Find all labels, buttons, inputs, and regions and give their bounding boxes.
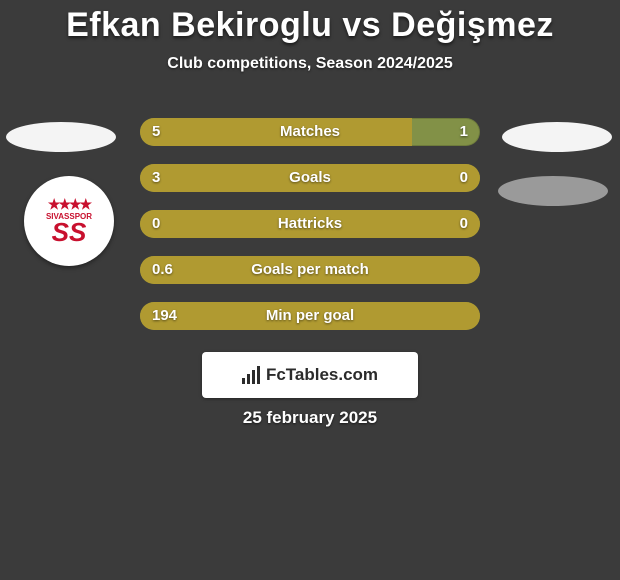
stat-right-value: 0 <box>460 210 468 238</box>
stat-right-value: 0 <box>460 164 468 192</box>
site-label: FcTables.com <box>266 365 378 385</box>
stat-label: Matches <box>140 118 480 146</box>
stat-bar: 0Hattricks0 <box>140 210 480 238</box>
site-logo-icon <box>242 366 260 384</box>
stat-label: Goals per match <box>140 256 480 284</box>
comparison-card: Efkan Bekiroglu vs Değişmez Club competi… <box>0 0 620 580</box>
stat-label: Goals <box>140 164 480 192</box>
stat-bar: 0.6Goals per match <box>140 256 480 284</box>
stats-rows: 5Matches13Goals00Hattricks00.6Goals per … <box>0 118 620 348</box>
stat-bar: 194Min per goal <box>140 302 480 330</box>
stat-label: Min per goal <box>140 302 480 330</box>
site-badge[interactable]: FcTables.com <box>202 352 418 398</box>
stat-bar: 3Goals0 <box>140 164 480 192</box>
page-subtitle: Club competitions, Season 2024/2025 <box>0 55 620 73</box>
stat-right-value: 1 <box>460 118 468 146</box>
stat-label: Hattricks <box>140 210 480 238</box>
stat-bar: 5Matches1 <box>140 118 480 146</box>
generated-date: 25 february 2025 <box>0 408 620 428</box>
page-title: Efkan Bekiroglu vs Değişmez <box>0 0 620 45</box>
